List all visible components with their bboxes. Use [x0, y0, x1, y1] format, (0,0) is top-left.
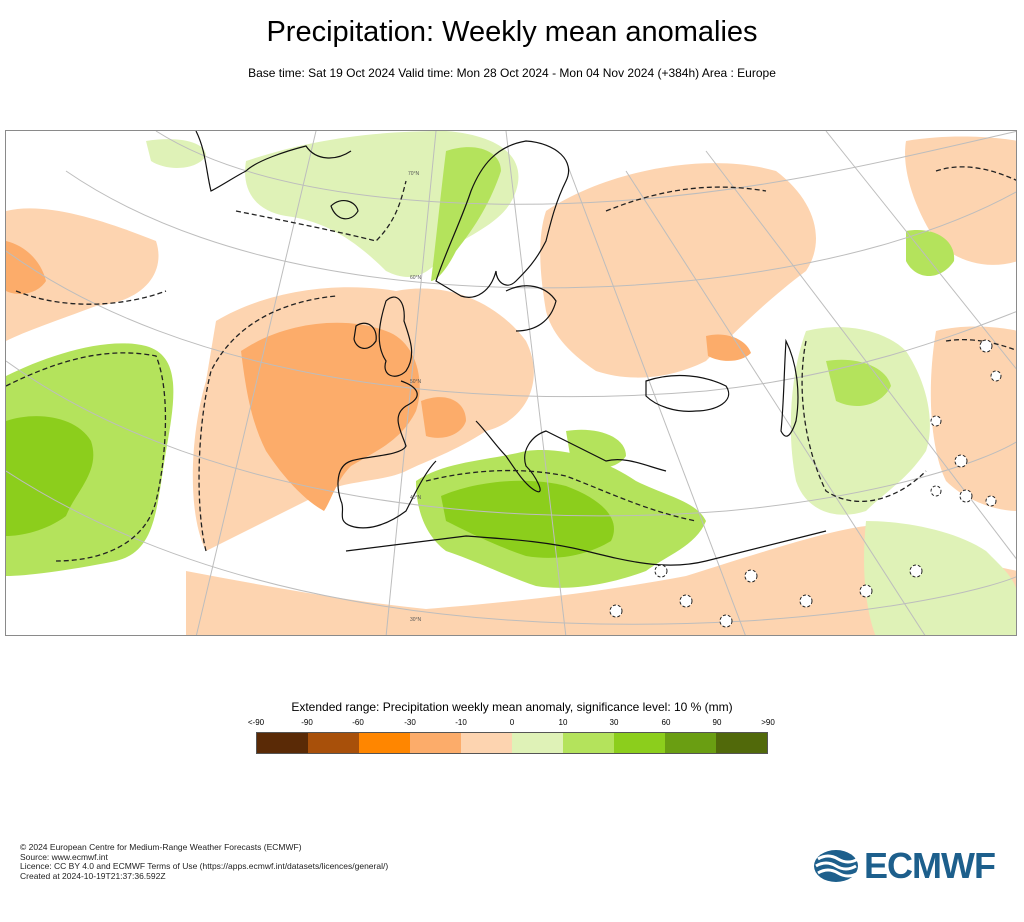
legend-swatch — [308, 733, 359, 753]
coastline-north-africa — [345, 530, 827, 566]
legend-swatch — [665, 733, 716, 753]
ecmwf-logo-text: ECMWF — [864, 845, 996, 886]
positive-anomaly-area — [146, 139, 206, 168]
legend-color-bar — [256, 732, 768, 754]
legend-tick: -60 — [352, 718, 364, 727]
coastline-baltic — [505, 285, 557, 332]
chart-title: Precipitation: Weekly mean anomalies — [266, 16, 758, 48]
negative-anomaly-area — [421, 397, 466, 438]
coastline-greenland — [195, 131, 352, 192]
positive-anomaly-area — [790, 327, 930, 515]
positive-anomaly-area — [826, 359, 891, 406]
negative-anomaly-area — [6, 241, 46, 294]
negative-anomaly-area — [241, 322, 420, 511]
legend-tick: 60 — [661, 718, 671, 727]
legend-swatch — [410, 733, 461, 753]
legend-swatch — [461, 733, 512, 753]
ecmwf-logo: ECMWF — [812, 845, 1008, 886]
anomaly-map: 70°N 60°N 50°N 40°N 30°N — [5, 130, 1017, 636]
significance-contours — [6, 166, 1016, 562]
coastline-caspian — [780, 338, 799, 437]
legend-tick: 0 — [509, 718, 515, 727]
coastline-ireland — [353, 322, 377, 349]
map-canvas: 70°N 60°N 50°N 40°N 30°N — [6, 131, 1016, 635]
coastline-black-sea — [645, 374, 730, 412]
legend-ticks: <-90 -90 -60 -30 -10 0 10 30 60 90 >90 — [0, 718, 1024, 730]
legend-tick: -30 — [404, 718, 416, 727]
positive-anomaly-area — [864, 521, 1016, 635]
source-line: Source: www.ecmwf.int — [20, 851, 108, 862]
anomaly-shading — [6, 131, 1016, 635]
negative-anomaly-area — [706, 334, 751, 361]
negative-anomaly-area — [540, 163, 816, 378]
positive-anomaly-area — [566, 429, 626, 468]
legend-swatch — [563, 733, 614, 753]
negative-anomaly-area — [6, 208, 159, 341]
latitude-label: 30°N — [410, 617, 422, 623]
graticule — [6, 131, 1016, 635]
copyright-line: © 2024 European Centre for Medium-Range … — [20, 842, 302, 852]
coastline-britain — [378, 296, 413, 377]
legend-tick: >90 — [761, 718, 775, 727]
coastline-iberia-france — [337, 380, 437, 529]
significance-cells — [609, 339, 1002, 628]
legend-tick: 30 — [609, 718, 619, 727]
credits: © 2024 European Centre for Medium-Range … — [20, 842, 389, 881]
legend-tick: -90 — [301, 718, 313, 727]
legend-swatch — [716, 733, 767, 753]
coastline-italy-balkans — [475, 420, 667, 493]
legend-swatch — [614, 733, 665, 753]
latitude-label: 60°N — [410, 275, 422, 281]
latitude-label: 40°N — [410, 495, 422, 501]
coastline-scandinavia — [435, 140, 570, 298]
latitude-label: 70°N — [408, 171, 420, 177]
coastlines — [195, 131, 827, 566]
licence-line: Licence: CC BY 4.0 and ECMWF Terms of Us… — [20, 861, 389, 871]
created-line: Created at 2024-10-19T21:37:36.592Z — [20, 870, 166, 881]
positive-anomaly-area — [6, 416, 94, 536]
legend-swatch — [512, 733, 563, 753]
legend-tick: 10 — [558, 718, 568, 727]
ecmwf-logo-icon — [814, 850, 859, 882]
coastline-iceland — [330, 199, 359, 220]
latitude-labels: 70°N 60°N 50°N 40°N 30°N — [408, 171, 422, 623]
chart-subtitle: Base time: Sat 19 Oct 2024 Valid time: M… — [248, 66, 776, 80]
positive-anomaly-area — [906, 230, 955, 276]
legend-tick: 90 — [712, 718, 722, 727]
legend-swatch — [257, 733, 308, 753]
positive-anomaly-area — [441, 480, 614, 558]
legend-tick: -10 — [455, 718, 467, 727]
legend-title: Extended range: Precipitation weekly mea… — [291, 700, 733, 714]
latitude-label: 50°N — [410, 379, 422, 385]
legend-swatch — [359, 733, 410, 753]
legend-tick: <-90 — [247, 718, 265, 727]
